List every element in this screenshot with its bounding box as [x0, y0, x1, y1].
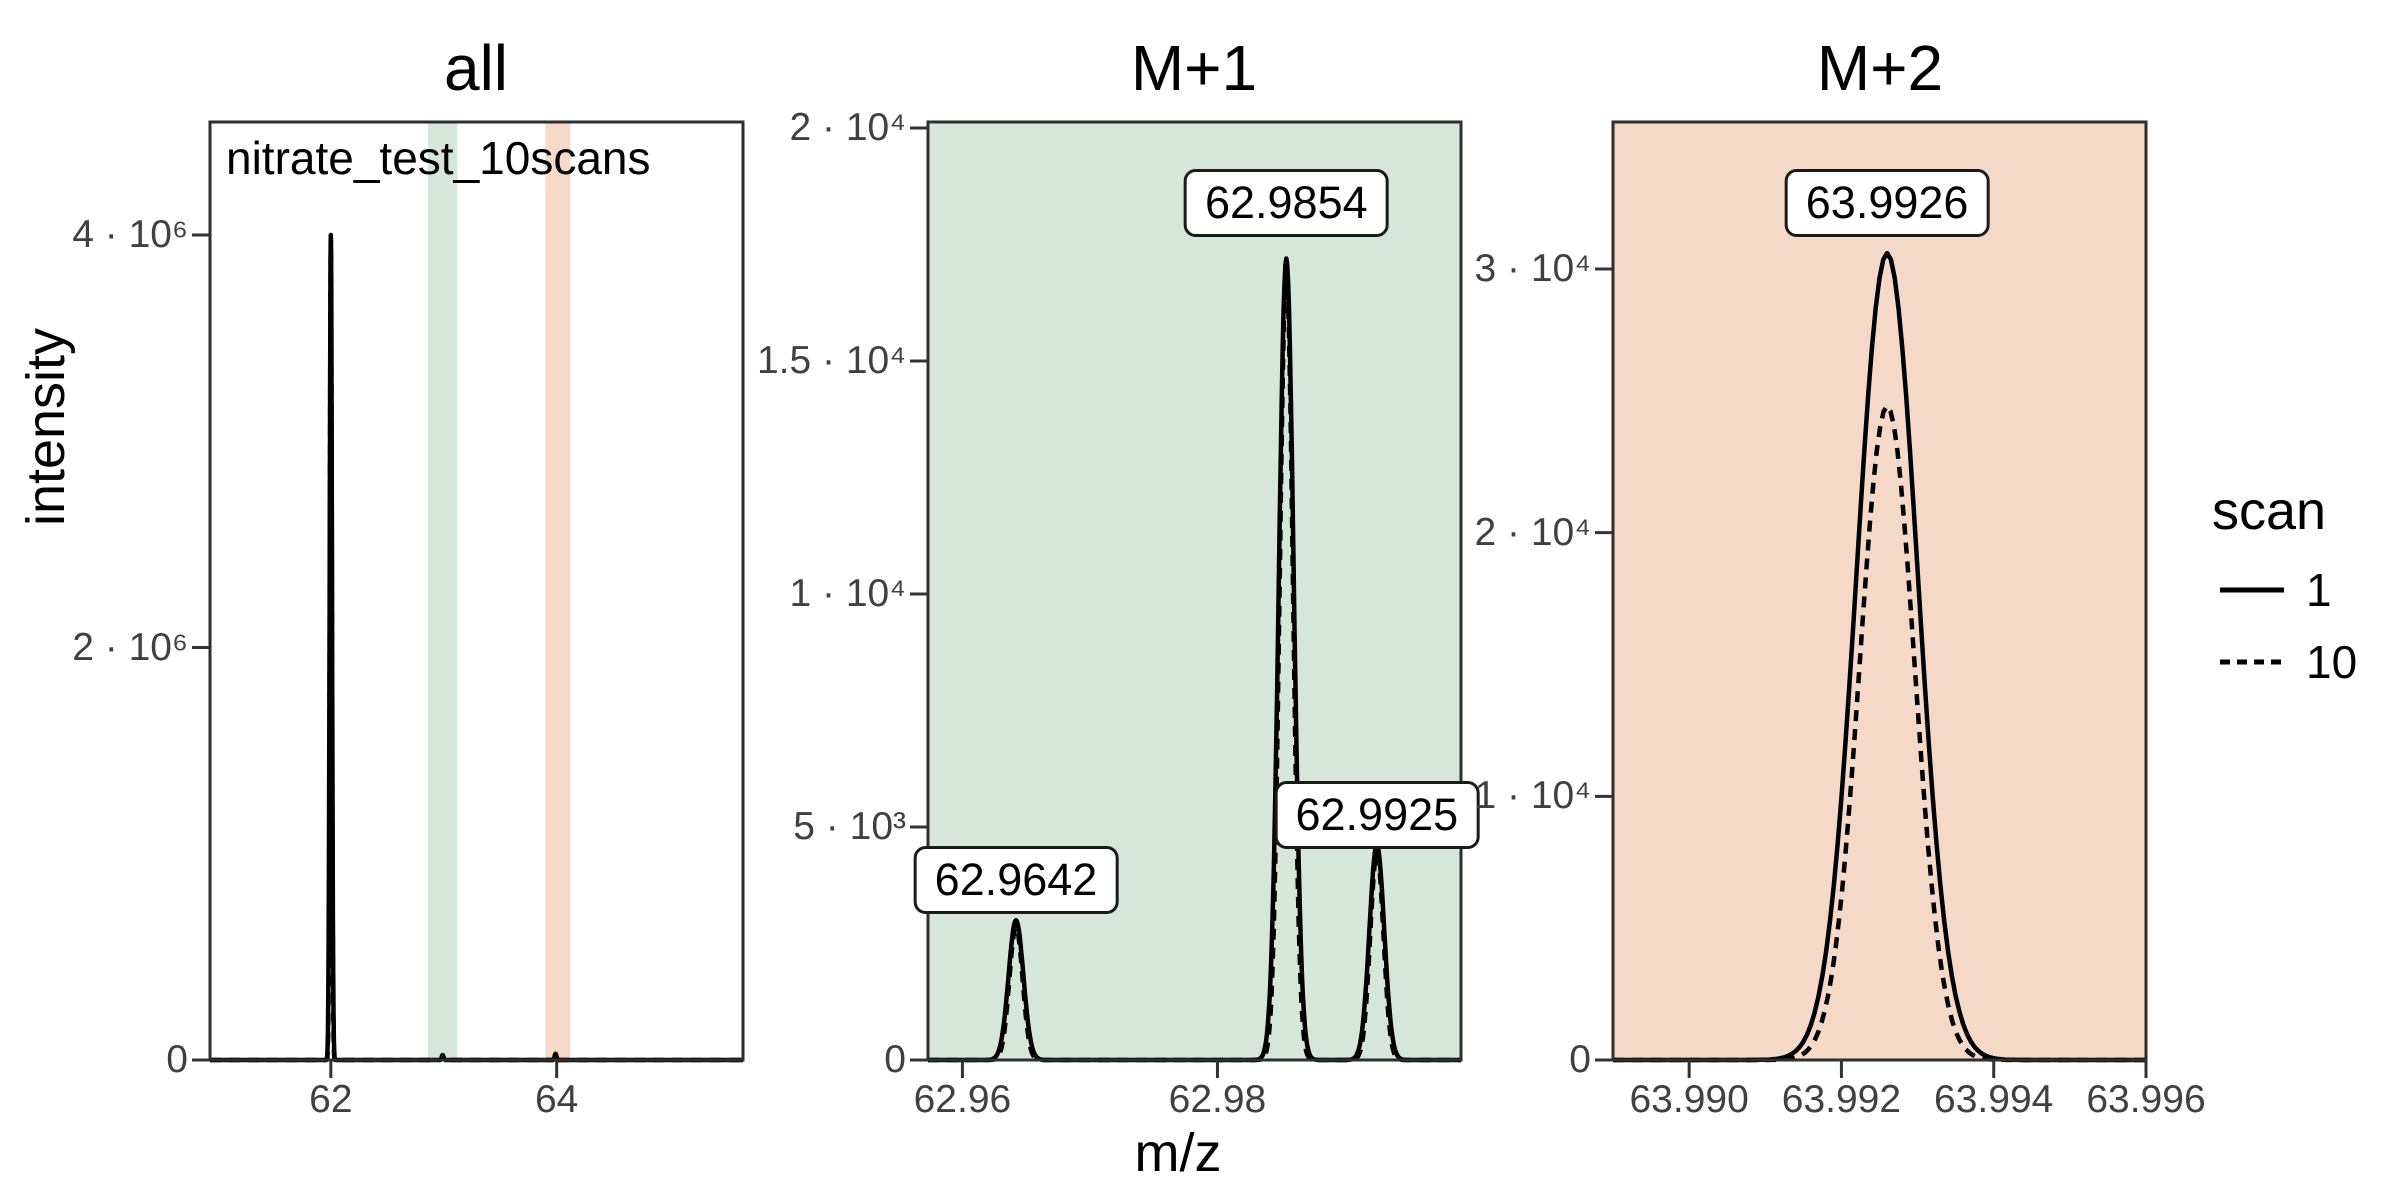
panel-title-m1: M+1: [1130, 32, 1258, 104]
x-tick-label: 63.996: [2086, 1078, 2206, 1121]
panel-title-m2: M+2: [1816, 32, 1944, 104]
peak-mz-label: 63.9926: [1784, 168, 1990, 237]
spectrum-line-scan-10: [1613, 403, 2146, 1063]
panel-border: [208, 120, 745, 1062]
y-tick-label: 0: [1569, 1038, 1591, 1081]
x-tick-label: 63.994: [1934, 1078, 2054, 1121]
x-tick-label: 62.98: [1168, 1078, 1267, 1121]
legend-key-solid-line: [2220, 587, 2284, 593]
legend-title: scan: [2212, 481, 2327, 541]
spectrum-line-scan-10: [210, 236, 743, 1063]
y-tick-label: 0: [166, 1038, 188, 1081]
legend-key-dashed-line: [2220, 659, 2284, 665]
y-tick-label: 1 · 10⁴: [1474, 774, 1592, 818]
panel-border: [926, 120, 1463, 1062]
y-tick-label: 4 · 10⁶: [72, 213, 188, 257]
sample-name-annotation: nitrate_test_10scans: [226, 132, 651, 184]
x-tick-label: 64: [534, 1078, 579, 1121]
y-tick-label: 1.5 · 10⁴: [756, 339, 906, 382]
panel-title-all: all: [443, 32, 509, 104]
legend-label-scan-10: 10: [2306, 636, 2358, 688]
y-tick-label: 2 · 10⁶: [72, 625, 188, 669]
highlight-band: [427, 122, 458, 1060]
panel-bg-M+2: [1613, 122, 2146, 1060]
x-axis-title: m/z: [1134, 1123, 1222, 1183]
panel-bg-all: [210, 122, 743, 1060]
spectrum-line-scan-10: [928, 270, 1461, 1063]
y-tick-label: 2 · 10⁴: [789, 106, 907, 149]
panel-border: [1611, 120, 2148, 1062]
highlight-band: [545, 122, 571, 1060]
peak-mz-label: 62.9925: [1274, 780, 1480, 849]
x-tick-label: 63.990: [1629, 1078, 1749, 1121]
peak-mz-label: 62.9642: [913, 845, 1119, 914]
y-tick-label: 5 · 10³: [793, 805, 906, 848]
y-tick-label: 3 · 10⁴: [1474, 246, 1592, 290]
peak-mz-label: 62.9854: [1183, 168, 1389, 237]
y-tick-label: 1 · 10⁴: [789, 572, 907, 615]
x-tick-label: 62.96: [913, 1078, 1012, 1121]
y-axis-title: intensity: [16, 327, 76, 527]
y-tick-label: 2 · 10⁴: [1474, 510, 1592, 554]
y-tick-label: 0: [884, 1038, 906, 1081]
x-tick-label: 62: [309, 1078, 353, 1121]
x-tick-label: 63.992: [1781, 1078, 1902, 1121]
legend-label-scan-1: 1: [2306, 564, 2332, 616]
